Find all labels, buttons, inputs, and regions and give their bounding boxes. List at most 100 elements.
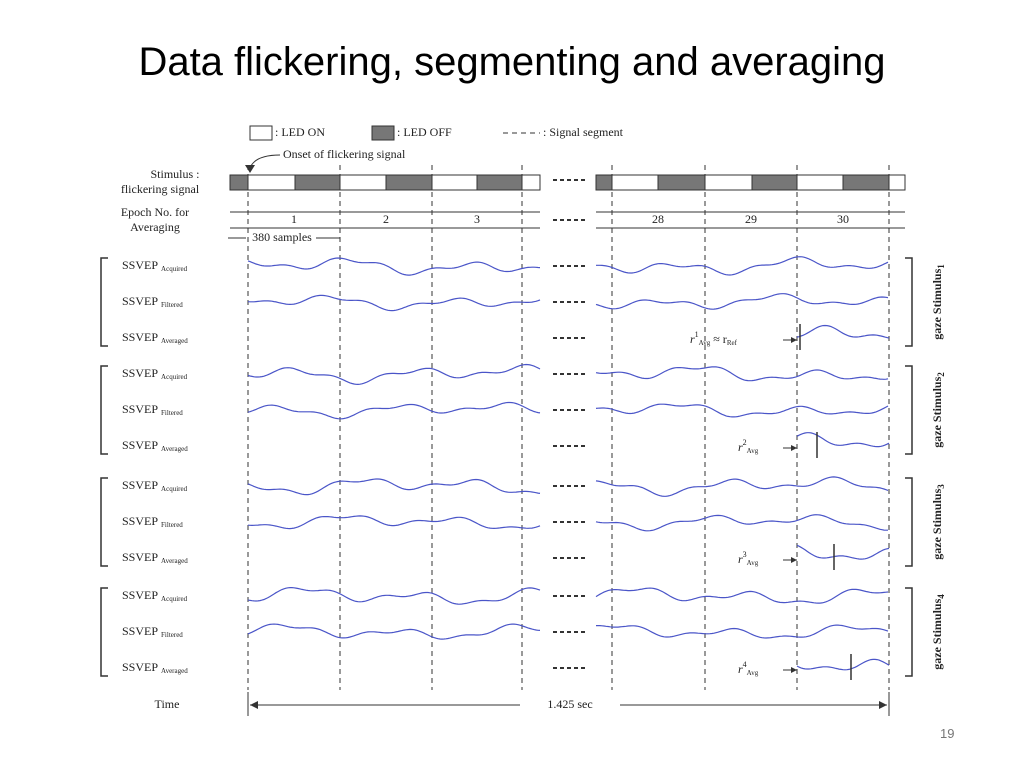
row-type: Acquired <box>161 595 188 603</box>
annotation-sup: 3 <box>743 550 747 559</box>
row-label: SSVEP Filtered <box>122 402 183 417</box>
row-signal: SSVEP <box>122 514 158 528</box>
bracket <box>905 257 913 347</box>
waveform <box>595 403 889 418</box>
annotation-sub: Avg <box>699 339 711 347</box>
bracket <box>905 587 913 677</box>
side-label-text: gaze Stimulus <box>930 376 944 447</box>
row-signal: SSVEP <box>122 366 158 380</box>
row-signal: SSVEP <box>122 438 158 452</box>
onset-label: Onset of flickering signal <box>283 147 406 161</box>
side-label-index: 2 <box>936 372 946 377</box>
waveform <box>796 324 890 339</box>
row-type: Averaged <box>161 667 188 675</box>
legend-on: : LED ON <box>275 125 325 139</box>
waveform <box>595 514 888 532</box>
row-type: Filtered <box>161 409 183 417</box>
arrow-head <box>250 701 258 709</box>
epoch-number: 29 <box>745 212 757 226</box>
side-label: gaze Stimulus2 <box>930 372 946 448</box>
annotation-r: r <box>690 332 695 346</box>
stimulus-segment <box>842 174 890 191</box>
stimulus-segment <box>595 174 613 191</box>
legend-on-box <box>249 125 273 141</box>
waveform <box>595 476 889 497</box>
epoch-number: 30 <box>837 212 849 226</box>
stimulus-segment <box>247 174 296 191</box>
row-label: SSVEP Filtered <box>122 514 183 529</box>
bracket <box>100 365 108 455</box>
bracket <box>905 365 913 455</box>
side-label-text: gaze Stimulus <box>930 268 944 339</box>
row-type: Filtered <box>161 301 183 309</box>
annotation-sub: Avg <box>747 669 759 677</box>
stimulus-segment <box>431 174 478 191</box>
bracket <box>100 257 108 347</box>
row-label: SSVEP Filtered <box>122 294 183 309</box>
row-signal: SSVEP <box>122 330 158 344</box>
stimulus-segment <box>229 174 249 191</box>
stimulus-segment <box>657 174 706 191</box>
stimulus-segment <box>796 174 844 191</box>
side-label: gaze Stimulus4 <box>930 594 946 670</box>
row-label: SSVEP Acquired <box>122 258 188 273</box>
row-type: Averaged <box>161 337 188 345</box>
stimulus-segment <box>339 174 387 191</box>
side-label-index: 4 <box>936 594 946 599</box>
side-label: gaze Stimulus1 <box>930 264 946 340</box>
annotation: r1Avg ≈ rRef <box>690 330 738 347</box>
arrow-head <box>879 701 887 709</box>
epoch-number: 2 <box>383 212 389 226</box>
row-label: SSVEP Averaged <box>122 438 188 453</box>
row-signal: SSVEP <box>122 588 158 602</box>
legend-segment: : Signal segment <box>543 125 624 139</box>
annotation-r: r <box>738 552 743 566</box>
row-type: Filtered <box>161 521 183 529</box>
row-signal: SSVEP <box>122 624 158 638</box>
arrow-head <box>791 445 797 451</box>
waveform <box>596 256 889 276</box>
row-type: Acquired <box>161 265 188 273</box>
waveform <box>247 478 541 496</box>
row-signal: SSVEP <box>122 402 158 416</box>
bracket <box>100 587 108 677</box>
duration-label: 1.425 sec <box>547 697 592 711</box>
row-signal: SSVEP <box>122 660 158 674</box>
row-type: Averaged <box>161 445 188 453</box>
row-label: SSVEP Acquired <box>122 588 188 603</box>
stimulus-segment <box>611 174 659 191</box>
waveform <box>596 624 889 639</box>
slide-title: Data flickering, segmenting and averagin… <box>138 40 886 84</box>
bracket <box>905 477 913 567</box>
waveform <box>247 401 541 420</box>
row-type: Acquired <box>161 485 188 493</box>
stimulus-segment <box>751 174 798 191</box>
onset-head <box>245 165 255 173</box>
waveform <box>796 432 890 448</box>
row-signal: SSVEP <box>122 258 158 272</box>
waveform <box>247 586 541 605</box>
stimulus-segment <box>521 174 541 191</box>
legend-off-box <box>371 125 395 141</box>
waveform <box>247 257 541 276</box>
side-label-text: gaze Stimulus <box>930 598 944 669</box>
stimulus-segment <box>476 174 523 191</box>
stimulus-segment <box>704 174 753 191</box>
row-label: SSVEP Averaged <box>122 330 188 345</box>
waveform <box>796 658 890 671</box>
waveform <box>595 293 889 310</box>
row-type: Acquired <box>161 373 188 381</box>
waveform <box>247 363 541 386</box>
waveform <box>595 587 889 604</box>
time-label: Time <box>155 697 180 711</box>
bracket <box>100 477 108 567</box>
epoch-number: 28 <box>652 212 664 226</box>
annotation: r2Avg <box>738 438 759 455</box>
samples-label: 380 samples <box>252 230 312 244</box>
annotation-r: r <box>738 662 743 676</box>
annotation-sub: Avg <box>747 447 759 455</box>
page-number: 19 <box>940 726 955 741</box>
stimulus-label: Stimulus : <box>150 167 199 181</box>
